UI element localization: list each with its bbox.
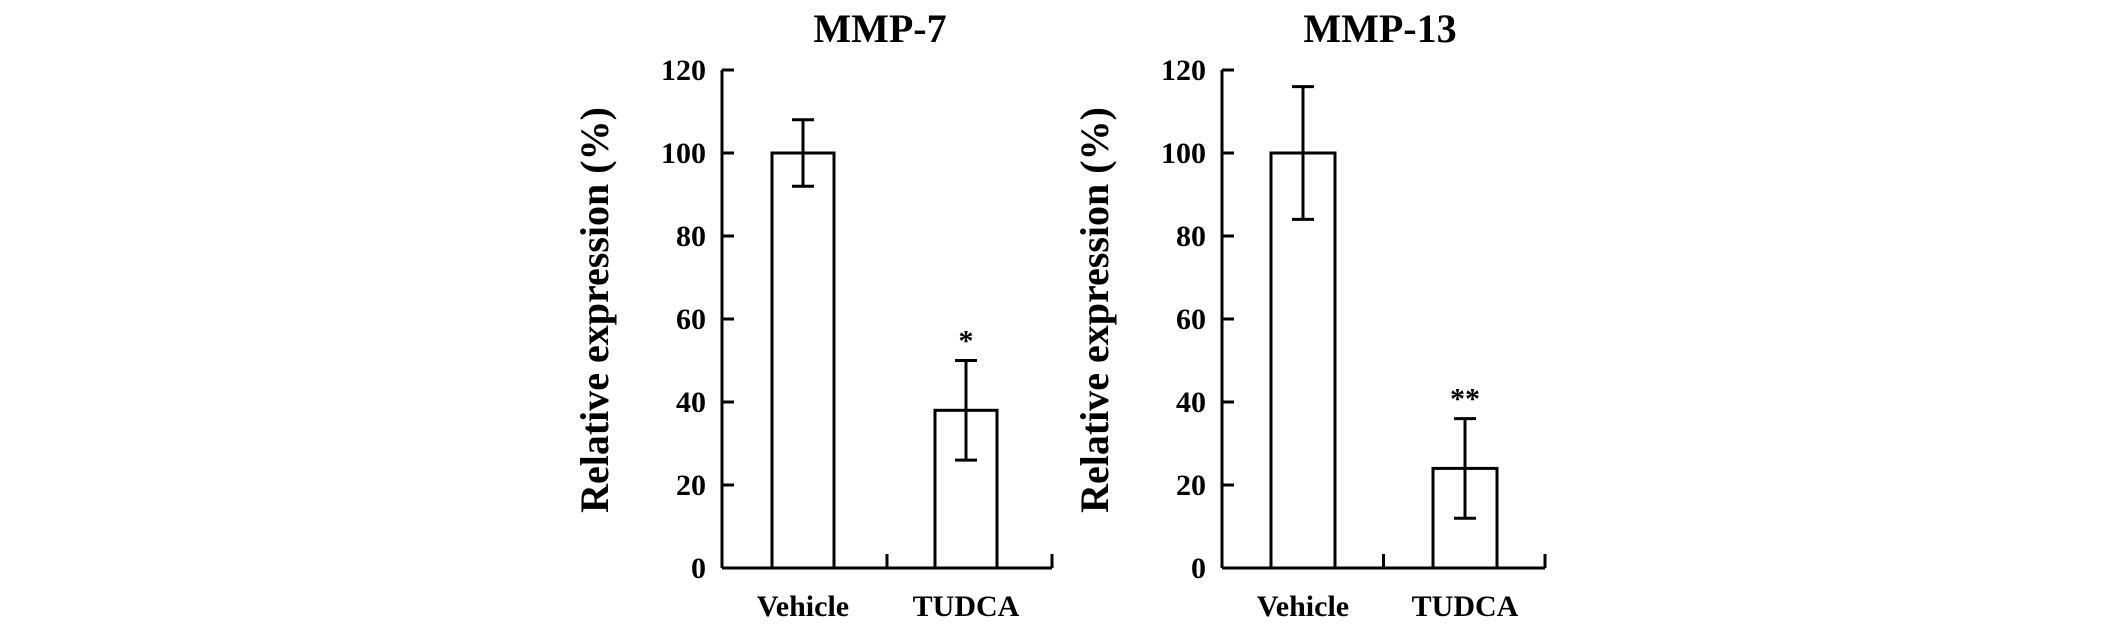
y-tick-label: 120: [1161, 54, 1206, 87]
x-category-label: TUDCA: [1412, 590, 1519, 623]
y-tick-label: 40: [676, 386, 706, 419]
chart-title: MMP-13: [1303, 6, 1456, 51]
y-tick-label: 0: [1191, 552, 1206, 585]
y-tick-label: 80: [676, 220, 706, 253]
bar: [933, 408, 999, 570]
significance-label: **: [1450, 383, 1480, 416]
y-tick-label: 20: [1176, 469, 1206, 502]
chart-panel-mmp-7: MMP-7 Relative expression (%) 0 20 40 60 80 1…: [572, 6, 1054, 623]
y-tick-label: 20: [676, 469, 706, 502]
y-tick-label: 60: [1176, 303, 1206, 336]
bar: [1269, 151, 1337, 570]
y-tick-label: 0: [691, 552, 706, 585]
chart-panel-mmp-13: MMP-13 Relative expression (%) 0 20 40 60 80…: [1072, 6, 1547, 623]
significance-label: *: [959, 325, 974, 358]
y-tick-label: 40: [1176, 386, 1206, 419]
x-category-label: Vehicle: [757, 590, 849, 623]
y-tick-label: 120: [661, 54, 706, 87]
y-tick-label: 60: [676, 303, 706, 336]
y-axis-label: Relative expression (%): [1072, 107, 1117, 513]
bar: [770, 151, 836, 570]
y-tick-label: 100: [661, 137, 706, 170]
y-tick-label: 100: [1161, 137, 1206, 170]
y-tick-label: 80: [1176, 220, 1206, 253]
x-category-label: TUDCA: [913, 590, 1020, 623]
chart-title: MMP-7: [813, 6, 946, 51]
x-category-label: Vehicle: [1257, 590, 1349, 623]
y-axis-label: Relative expression (%): [572, 107, 617, 513]
